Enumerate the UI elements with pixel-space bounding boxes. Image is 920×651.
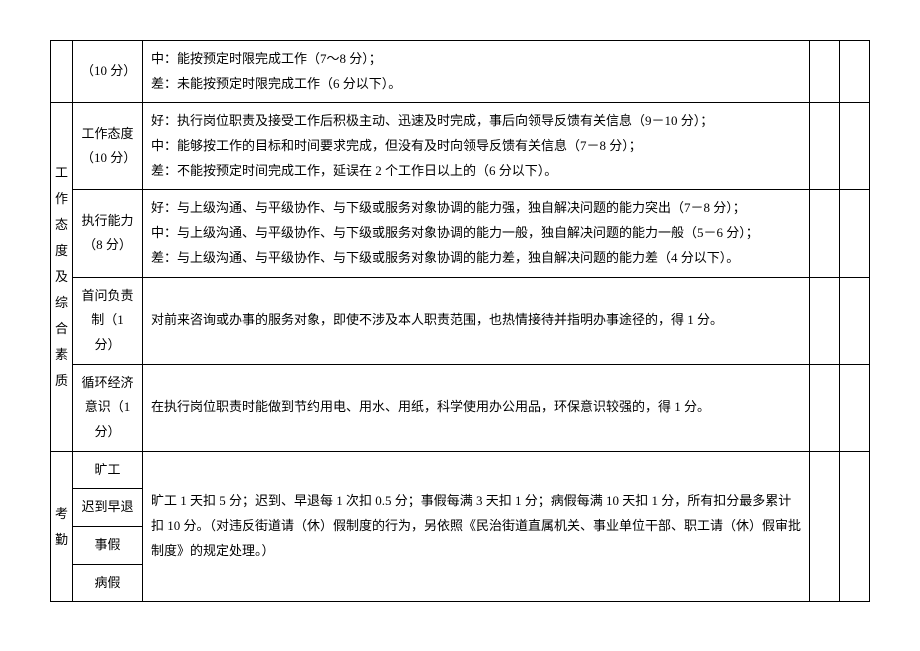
group-cell-prev [51,41,73,103]
att-sub-2: 事假 [73,527,143,565]
att-sub-3: 病假 [73,564,143,602]
content-2: 好：与上级沟通、与平级协作、与下级或服务对象协调的能力强，独自解决问题的能力突出… [143,190,810,277]
label-2: 执行能力（8 分） [73,190,143,277]
score-b-0 [840,41,870,103]
evaluation-table: （10 分） 中：能按预定时限完成工作（7～8 分）；差：未能按预定时限完成工作… [50,40,870,602]
score-b-2 [840,190,870,277]
score-a-4 [810,364,840,451]
content-3: 对前来咨询或办事的服务对象，即使不涉及本人职责范围，也热情接待并指明办事途径的，… [143,277,810,364]
group-label-attendance: 考勤 [51,451,73,602]
att-score-b [840,451,870,602]
score-a-0 [810,41,840,103]
score-a-1 [810,103,840,190]
score-b-3 [840,277,870,364]
group-label-main: 工作态度及综合素质 [51,103,73,451]
label-3: 首问负责制（1 分） [73,277,143,364]
label-4: 循环经济意识（1 分） [73,364,143,451]
att-sub-0: 旷工 [73,451,143,489]
label-0: （10 分） [73,41,143,103]
att-content: 旷工 1 天扣 5 分；迟到、早退每 1 次扣 0.5 分；事假每满 3 天扣 … [143,451,810,602]
att-score-a [810,451,840,602]
score-b-4 [840,364,870,451]
content-4: 在执行岗位职责时能做到节约用电、用水、用纸，科学使用办公用品，环保意识较强的，得… [143,364,810,451]
score-b-1 [840,103,870,190]
content-0: 中：能按预定时限完成工作（7～8 分）；差：未能按预定时限完成工作（6 分以下）… [143,41,810,103]
label-1: 工作态度（10 分） [73,103,143,190]
score-a-2 [810,190,840,277]
att-sub-1: 迟到早退 [73,489,143,527]
score-a-3 [810,277,840,364]
content-1: 好：执行岗位职责及接受工作后积极主动、迅速及时完成，事后向领导反馈有关信息（9－… [143,103,810,190]
